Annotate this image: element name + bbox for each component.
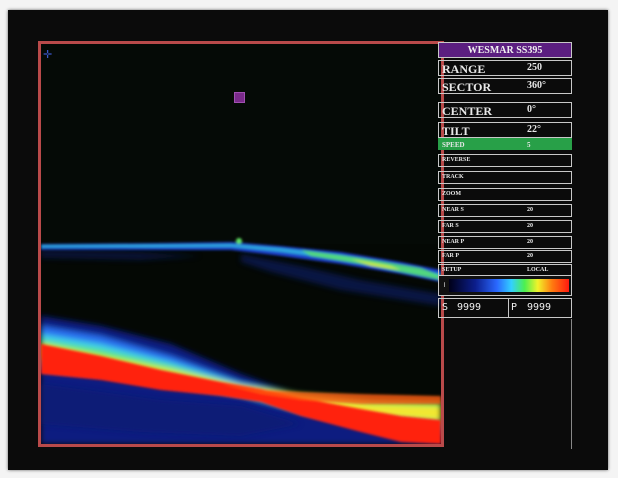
track-row[interactable]: TRACK [438,171,572,184]
depth-right-prefix: P [511,302,518,313]
zoom-label: ZOOM [442,191,461,197]
center-row[interactable]: CENTER 0° [438,102,572,118]
tilt-label: TILT [442,124,470,138]
speed-label: SPEED [442,141,465,149]
range-label: RANGE [442,62,486,76]
setup-value: LOCAL [527,267,549,273]
near-p-label: NEAR P [442,239,465,245]
depth-left-prefix: S [442,302,449,313]
far-p-row[interactable]: FAR P 20 [438,250,572,263]
range-value: 250 [527,62,542,73]
bottom-return-core [41,344,441,444]
center-label: CENTER [442,104,493,118]
sonar-image-view[interactable]: ✛ [38,41,444,447]
square-marker-icon[interactable] [234,92,245,103]
depth-readout: S 9999 P 9999 [438,298,572,318]
sonar-echo-image [41,44,441,444]
far-s-row[interactable]: FAR S 20 [438,220,572,233]
color-scale-bar [449,279,569,292]
tilt-value: 22° [527,124,541,135]
corner-indicator-icon: ✛ [43,49,53,61]
near-p-row[interactable]: NEAR P 20 [438,236,572,249]
sector-label: SECTOR [442,80,492,94]
colorbar-tick-icon: ╷ [442,278,447,287]
track-label: TRACK [442,174,464,180]
panel-scroll-line [571,319,572,449]
far-p-label: FAR P [442,253,460,259]
speed-row[interactable]: SPEED 5 [438,138,572,150]
model-title: WESMAR SS395 [438,42,572,58]
water-column-scatter [41,250,441,306]
speed-value: 5 [527,141,531,149]
far-s-label: FAR S [442,223,459,229]
depth-right-value: 9999 [527,302,552,313]
center-value: 0° [527,104,536,115]
surface-return [41,238,441,282]
far-p-value: 20 [527,253,533,259]
tilt-row[interactable]: TILT 22° [438,122,572,138]
setup-label: SETUP [442,267,462,273]
reverse-label: REVERSE [442,157,471,163]
sonar-display-screen: ✛ WESMAR SS395 RANGE 250 SECTOR 360° CEN… [8,10,608,470]
control-panel: WESMAR SS395 RANGE 250 SECTOR 360° CENTE… [438,42,575,456]
near-p-value: 20 [527,239,533,245]
zoom-row[interactable]: ZOOM [438,188,572,201]
reverse-row[interactable]: REVERSE [438,154,572,167]
range-row[interactable]: RANGE 250 [438,60,572,76]
depth-left-value: 9999 [457,302,482,313]
sector-row[interactable]: SECTOR 360° [438,78,572,94]
color-scale-box: ╷ [438,275,572,296]
near-s-value: 20 [527,207,533,213]
near-s-label: NEAR S [442,207,464,213]
sector-value: 360° [527,80,546,91]
far-s-value: 20 [527,223,533,229]
near-s-row[interactable]: NEAR S 20 [438,204,572,217]
depth-divider [508,299,509,317]
